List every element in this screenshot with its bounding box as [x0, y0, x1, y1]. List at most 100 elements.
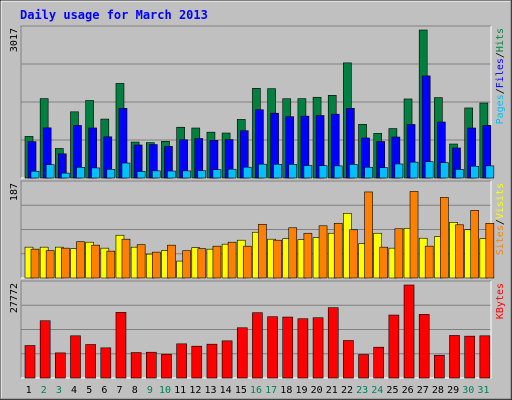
legend: Pages/Files/Hits: [495, 28, 506, 124]
bar-sites: [379, 246, 389, 279]
x-tick-label: 24: [371, 385, 383, 396]
x-tick-label: 2: [41, 385, 47, 396]
bar-pages: [455, 169, 464, 179]
bar-pages: [379, 167, 389, 179]
y-max-label: 187: [9, 183, 20, 201]
bar-pages: [349, 164, 358, 179]
x-tick-label: 13: [204, 385, 216, 396]
x-tick-label: 5: [86, 385, 92, 396]
bar-sites: [167, 244, 176, 279]
chart-panels: 3017Pages/Files/Hits187Sites/Visits27772…: [9, 25, 506, 379]
bar-kbytes: [206, 343, 218, 379]
legend-entry: Sites: [495, 225, 506, 255]
bar-sites: [303, 232, 313, 279]
bar-sites: [106, 250, 116, 279]
bar-sites: [45, 250, 55, 279]
bar-sites: [394, 228, 404, 279]
bar-kbytes: [403, 284, 415, 379]
y-max-label: 27772: [9, 283, 20, 313]
bar-kbytes: [449, 335, 460, 379]
bar-kbytes: [327, 307, 339, 379]
bar-pages: [258, 163, 267, 179]
bar-sites: [76, 241, 85, 279]
panel-kbytes: 27772 KBytes: [9, 280, 506, 379]
x-tick-label: 26: [402, 385, 414, 396]
bar-kbytes: [115, 312, 127, 379]
bar-sites: [182, 250, 191, 279]
bar-kbytes: [85, 344, 96, 379]
panel-frame-dark: [20, 280, 491, 378]
bar-sites: [318, 225, 328, 279]
bar-pages: [197, 170, 207, 179]
y-max-label: 3017: [9, 28, 20, 52]
bar-sites: [197, 248, 207, 279]
x-tick-label: 7: [117, 385, 123, 396]
bar-kbytes: [221, 340, 233, 379]
x-axis-labels: 1 2 3 4 5 6 7 8 9 10 11 12 13 14 15 16 17 18 19 20 21 22 23 24 2…: [26, 385, 490, 396]
x-tick-label: 17: [265, 385, 277, 396]
x-tick-label: 12: [189, 385, 201, 396]
x-tick-label: 29: [447, 385, 459, 396]
bar-kbytes: [191, 345, 203, 379]
bar-sites: [409, 191, 419, 279]
legend-entry: /: [495, 88, 506, 94]
x-tick-label: 10: [159, 385, 171, 396]
x-tick-label: 15: [235, 385, 247, 396]
bar-sites: [242, 245, 252, 279]
bar-kbytes: [434, 354, 445, 379]
x-tick-label: 21: [326, 385, 338, 396]
panel-visits-sites: 187 Sites/Visits: [9, 180, 506, 279]
legend: KBytes: [495, 283, 506, 319]
bar-sites: [258, 223, 267, 279]
bar-pages: [288, 164, 298, 179]
x-tick-label: 8: [132, 385, 138, 396]
bar-kbytes: [130, 352, 142, 379]
bar-sites: [349, 229, 358, 279]
bar-kbytes: [418, 314, 430, 379]
bar-kbytes: [236, 327, 248, 379]
bar-pages: [364, 166, 373, 179]
bar-kbytes: [343, 340, 354, 379]
panel-frame-dark: [20, 25, 491, 178]
bar-sites: [455, 224, 464, 279]
bar-pages: [333, 165, 343, 179]
x-tick-label: 25: [386, 385, 398, 396]
bar-pages: [212, 169, 222, 179]
x-tick-label: 31: [477, 385, 489, 396]
x-tick-label: 22: [341, 385, 353, 396]
legend-entry: /: [495, 52, 506, 58]
x-tick-label: 3: [56, 385, 62, 396]
bar-pages: [167, 170, 176, 179]
bar-kbytes: [70, 335, 81, 379]
x-tick-label: 11: [174, 385, 186, 396]
x-tick-label: 28: [432, 385, 444, 396]
bar-pages: [91, 167, 100, 179]
bar-sites: [227, 241, 237, 279]
bar-kbytes: [100, 347, 112, 379]
bar-sites: [485, 222, 495, 279]
bar-sites: [440, 197, 449, 279]
x-tick-label: 4: [71, 385, 77, 396]
bar-pages: [440, 162, 449, 179]
x-tick-label: 27: [417, 385, 429, 396]
x-tick-label: 6: [101, 385, 107, 396]
bar-sites: [333, 222, 343, 279]
bar-pages: [136, 171, 146, 179]
bar-kbytes: [55, 352, 66, 379]
bar-kbytes: [39, 320, 51, 379]
bar-kbytes: [252, 312, 263, 379]
x-tick-label: 30: [462, 385, 474, 396]
bar-sites: [91, 244, 100, 279]
bar-kbytes: [161, 353, 172, 379]
bar-sites: [364, 191, 373, 279]
x-tick-label: 18: [280, 385, 292, 396]
bar-sites: [136, 244, 146, 279]
bar-kbytes: [464, 335, 475, 379]
bar-pages: [61, 172, 70, 179]
bar-pages: [394, 163, 404, 179]
bar-pages: [121, 162, 131, 179]
bar-pages: [424, 161, 434, 179]
legend-entry: Hits: [495, 28, 506, 52]
bar-sites: [212, 245, 222, 279]
